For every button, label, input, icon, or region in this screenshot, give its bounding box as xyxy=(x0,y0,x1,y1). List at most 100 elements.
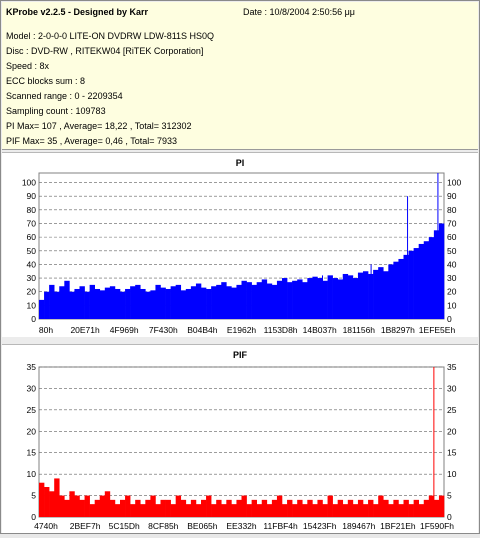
data-bar xyxy=(185,288,192,319)
data-bar xyxy=(195,504,202,517)
data-bar xyxy=(140,504,146,517)
data-bar xyxy=(125,288,131,319)
data-bar xyxy=(282,278,288,319)
data-bar xyxy=(165,288,171,319)
data-bar xyxy=(170,504,176,517)
data-bar xyxy=(287,282,293,319)
data-bar xyxy=(393,499,399,517)
info-panel: KProbe v2.2.5 - Designed by Karr Date : … xyxy=(2,2,478,150)
y-tick-label-left: 60 xyxy=(27,232,37,242)
data-bar xyxy=(231,504,237,517)
data-bar xyxy=(145,499,151,517)
data-bar xyxy=(246,504,252,517)
data-bar xyxy=(59,495,65,517)
y-tick-label-left: 0 xyxy=(31,512,36,522)
data-bar xyxy=(373,504,379,517)
data-bar xyxy=(251,499,257,517)
y-tick-label-right: 10 xyxy=(447,469,457,479)
data-bar xyxy=(383,499,389,517)
data-bar xyxy=(332,504,338,517)
info-sampling: Sampling count : 109783 xyxy=(6,106,106,116)
data-bar xyxy=(413,248,419,319)
x-tick-label: B04B4h xyxy=(187,325,218,335)
data-bar xyxy=(312,276,318,319)
y-tick-label-left: 15 xyxy=(27,448,37,458)
data-bar xyxy=(94,288,101,319)
data-bar xyxy=(236,499,242,517)
data-bar xyxy=(221,504,227,517)
x-tick-label: 1F590Fh xyxy=(420,521,454,531)
info-range: Scanned range : 0 - 2209354 xyxy=(6,91,123,101)
data-bar xyxy=(322,504,328,517)
y-tick-label-left: 90 xyxy=(27,191,37,201)
data-bar xyxy=(99,495,106,517)
data-bar xyxy=(54,291,60,319)
data-bar xyxy=(135,284,141,319)
data-bar xyxy=(175,284,182,319)
data-bar xyxy=(342,504,349,517)
data-bar xyxy=(418,504,425,517)
data-bar xyxy=(317,499,323,517)
data-bar xyxy=(246,282,252,319)
y-tick-label-right: 35 xyxy=(447,362,457,372)
info-disc: Disc : DVD-RW , RITEKW04 [RiTEK Corporat… xyxy=(6,46,204,56)
pif-chart: PIF 0 0 5 5 10 10 15 15 20 20 25 25 30 30 35 35 4740h 2BEF… xyxy=(27,350,457,531)
data-bar xyxy=(322,280,328,319)
x-tick-label: E1962h xyxy=(227,325,257,335)
y-tick-label-left: 30 xyxy=(27,383,37,393)
data-bar xyxy=(292,504,298,517)
data-bar xyxy=(195,283,202,319)
data-bar xyxy=(398,504,404,517)
data-bar xyxy=(201,499,207,517)
data-bar xyxy=(413,499,419,517)
data-bar xyxy=(74,288,80,319)
data-bar xyxy=(297,499,303,517)
data-bar xyxy=(120,499,126,517)
data-bar xyxy=(373,269,379,319)
plot-area xyxy=(38,366,445,518)
data-bar xyxy=(236,284,242,319)
data-bar xyxy=(190,286,197,319)
x-tick-label: 20E71h xyxy=(70,325,100,335)
info-pi-summary: PI Max= 107 , Average= 18,22 , Total= 31… xyxy=(6,121,192,131)
data-bar xyxy=(160,287,166,319)
data-bar xyxy=(337,279,344,319)
data-bar xyxy=(363,504,369,517)
y-tick-label-left: 5 xyxy=(31,491,36,501)
data-bar xyxy=(347,275,354,319)
data-bar xyxy=(49,491,55,517)
data-bar xyxy=(165,499,171,517)
y-tick-label-left: 25 xyxy=(27,405,37,415)
data-bar xyxy=(125,495,131,517)
x-tick-label: 4740h xyxy=(34,521,58,531)
data-bar xyxy=(241,495,247,517)
y-tick-label-left: 30 xyxy=(27,273,37,283)
data-bar xyxy=(307,278,313,319)
data-bar xyxy=(84,495,90,517)
data-bar xyxy=(378,495,384,517)
data-bar xyxy=(251,284,257,319)
data-bar xyxy=(433,499,440,517)
y-tick-label-left: 10 xyxy=(27,469,37,479)
y-tick-label-left: 20 xyxy=(27,287,37,297)
data-bar xyxy=(69,491,75,517)
y-tick-label-right: 100 xyxy=(447,178,461,188)
data-bar xyxy=(282,504,288,517)
x-tick-label: BE065h xyxy=(187,521,218,531)
data-bar xyxy=(261,499,268,517)
x-tick-label: 80h xyxy=(39,325,53,335)
data-bar xyxy=(403,499,409,517)
y-tick-label-right: 50 xyxy=(447,246,457,256)
data-bar xyxy=(64,499,70,517)
data-bar xyxy=(114,504,121,517)
x-tick-label: 1BF21Eh xyxy=(380,521,416,531)
data-bar xyxy=(130,504,136,517)
data-bar xyxy=(170,286,176,319)
data-bar xyxy=(271,499,278,517)
x-tick-label: 2BEF7h xyxy=(70,521,101,531)
data-bar xyxy=(64,280,70,319)
data-bar xyxy=(130,286,136,319)
y-tick-label-right: 60 xyxy=(447,232,457,242)
data-bar xyxy=(59,286,65,319)
x-tick-label: 15423Fh xyxy=(303,521,337,531)
